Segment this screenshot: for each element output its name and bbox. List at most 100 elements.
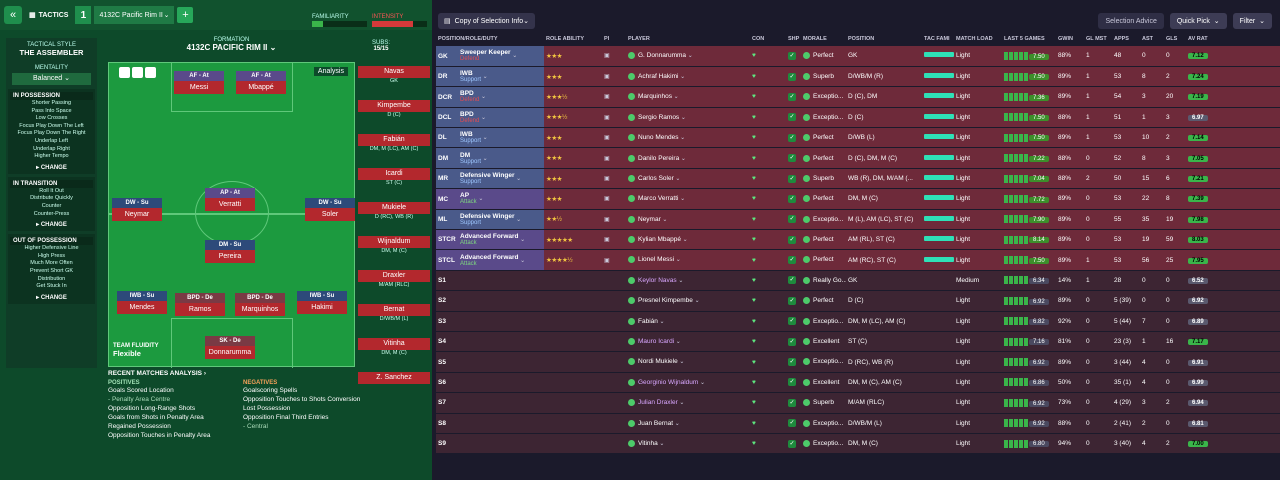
position-role-cell[interactable]: S7 (436, 392, 544, 414)
chevron-down-icon[interactable]: ⌄ (518, 237, 526, 244)
position-role-cell[interactable]: DR IWB Support ⌄ (436, 66, 544, 88)
player-name[interactable]: Georginio Wijnaldum (638, 379, 699, 387)
player-slot[interactable]: AP - At Verratti (205, 188, 255, 211)
player-name[interactable]: Juan Bernat (638, 419, 674, 427)
position-role-cell[interactable]: S2 (436, 290, 544, 312)
column-header[interactable]: SHP (786, 32, 801, 46)
player-slot[interactable]: AF - At Messi (174, 71, 224, 94)
column-header[interactable]: GWIN (1056, 32, 1084, 46)
column-header[interactable]: POSITION/ROLE/DUTY (436, 32, 544, 46)
player-name[interactable]: Achraf Hakimi (638, 73, 679, 81)
player-cell[interactable]: Danilo Pereira ⌄ (626, 147, 750, 169)
analysis-button[interactable]: Analysis (313, 67, 348, 76)
chevron-down-icon[interactable]: ⌄ (481, 135, 488, 142)
table-row[interactable]: S8 Juan Bernat ⌄ ♥ ✓ Exceptio... D/WB/M (L) Li… (436, 413, 1280, 434)
pi-cell[interactable] (602, 290, 626, 312)
pi-cell[interactable]: ▣ (602, 209, 626, 231)
column-header[interactable]: APPS (1112, 32, 1140, 46)
player-cell[interactable]: Julian Draxler ⌄ (626, 392, 750, 414)
chevron-down-icon[interactable]: ⌄ (514, 176, 522, 183)
table-row[interactable]: S9 Vitinha ⌄ ♥ ✓ Exceptio... DM, M (C) Light 6.… (436, 433, 1280, 455)
pi-cell[interactable] (602, 311, 626, 332)
chevron-down-icon[interactable]: ⌄ (657, 441, 665, 448)
table-row[interactable]: MC AP Attack ⌄ ★★★ ▣ Marco Verratti ⌄ ♥ ✓ Perfec… (436, 188, 1280, 210)
player-name[interactable]: Vitinha (638, 440, 658, 448)
player-cell[interactable]: Georginio Wijnaldum ⌄ (626, 372, 750, 394)
pi-icon[interactable]: ▣ (604, 114, 610, 121)
player-cell[interactable]: Carlos Soler ⌄ (626, 168, 750, 190)
table-row[interactable]: STCL Advanced Forward Attack ⌄ ★★★★½ ▣ Lionel… (436, 249, 1280, 271)
chevron-down-icon[interactable]: ⌄ (518, 257, 526, 264)
mentality-select[interactable]: Balanced ⌄ (12, 73, 91, 85)
pi-icon[interactable]: ▣ (604, 94, 610, 101)
bench-player[interactable]: Draxler M/AM (RLC) (358, 270, 430, 298)
chevron-down-icon[interactable]: ⌄ (479, 94, 487, 101)
player-slot[interactable]: SK - De Donnarumma (205, 336, 255, 359)
player-name[interactable]: Fabián (638, 317, 658, 325)
chevron-down-icon[interactable]: ⌄ (673, 176, 681, 183)
table-row[interactable]: S6 Georginio Wijnaldum ⌄ ♥ ✓ Excellent DM, M … (436, 372, 1280, 394)
player-name[interactable]: Marco Verratti (638, 195, 679, 203)
pi-cell[interactable] (602, 433, 626, 455)
formation-name[interactable]: 4132C PACIFIC RIM II ⌄ (186, 43, 277, 52)
quick-pick-button[interactable]: Quick Pick ⌄ (1169, 13, 1227, 29)
chevron-down-icon[interactable]: ⌄ (479, 115, 487, 122)
player-cell[interactable]: Neymar ⌄ (626, 209, 750, 231)
pi-cell[interactable]: ▣ (602, 147, 626, 169)
table-row[interactable]: S7 Julian Draxler ⌄ ♥ ✓ Superb M/AM (RLC) Ligh… (436, 392, 1280, 414)
pi-cell[interactable] (602, 331, 626, 353)
position-role-cell[interactable]: MR Defensive Winger Support ⌄ (436, 168, 544, 190)
pi-cell[interactable] (602, 351, 626, 373)
player-cell[interactable]: G. Donnarumma ⌄ (626, 46, 750, 67)
back-button[interactable]: « (4, 6, 22, 24)
player-name[interactable]: Julian Draxler (638, 399, 678, 407)
chart-icon[interactable] (132, 67, 143, 78)
column-header[interactable]: PI (602, 32, 626, 46)
player-cell[interactable]: Achraf Hakimi ⌄ (626, 66, 750, 88)
player-cell[interactable]: Sergio Ramos ⌄ (626, 107, 750, 129)
pi-cell[interactable]: ▣ (602, 46, 626, 67)
chevron-down-icon[interactable]: ⌄ (678, 74, 686, 81)
table-row[interactable]: S2 Presnel Kimpembe ⌄ ♥ ✓ Perfect D (C) Light 6… (436, 290, 1280, 312)
chevron-down-icon[interactable]: ⌄ (677, 359, 685, 366)
table-row[interactable]: DCL BPD Defend ⌄ ★★★½ ▣ Sergio Ramos ⌄ ♥ ✓ Excep… (436, 107, 1280, 129)
pi-cell[interactable]: ▣ (602, 127, 626, 149)
pi-icon[interactable]: ▣ (604, 135, 610, 142)
chevron-down-icon[interactable]: ⌄ (677, 400, 685, 407)
chevron-down-icon[interactable]: ⌄ (678, 135, 686, 142)
pi-icon[interactable]: ▣ (604, 237, 610, 244)
player-cell[interactable]: Juan Bernat ⌄ (626, 413, 750, 434)
tactics-menu[interactable]: ▦ TACTICS (25, 6, 72, 24)
column-header[interactable]: AV RAT (1186, 32, 1280, 46)
chevron-down-icon[interactable]: ⌄ (681, 237, 688, 244)
table-row[interactable]: DL IWB Support ⌄ ★★★ ▣ Nuno Mendes ⌄ ♥ ✓ Perfect… (436, 127, 1280, 149)
table-row[interactable]: S1 Keylor Navas ⌄ ♥ ✓ Really Go... GK Medium 6.… (436, 270, 1280, 292)
pi-cell[interactable]: ▣ (602, 107, 626, 129)
bench-player[interactable]: Wijnaldum DM, M (C) (358, 236, 430, 264)
player-cell[interactable]: Presnel Kimpembe ⌄ (626, 290, 750, 312)
player-slot[interactable]: DW - Su Neymar (112, 198, 162, 221)
pi-cell[interactable]: ▣ (602, 229, 626, 251)
bench-player[interactable]: Mukiele D (RC), WB (R) (358, 202, 430, 230)
column-header[interactable]: LAST 5 GAMES (1002, 32, 1056, 46)
recent-title[interactable]: RECENT MATCHES ANALYSIS › (108, 370, 207, 377)
position-role-cell[interactable]: S8 (436, 413, 544, 434)
player-cell[interactable]: Keylor Navas ⌄ (626, 270, 750, 292)
position-role-cell[interactable]: DCL BPD Defend ⌄ (436, 107, 544, 129)
in-possession-change-button[interactable]: ▸ CHANGE (36, 164, 67, 171)
column-header[interactable]: GLS (1164, 32, 1186, 46)
chevron-down-icon[interactable]: ⌄ (673, 420, 680, 427)
chevron-down-icon[interactable]: ⌄ (514, 217, 522, 224)
bench-player[interactable]: Kimpembe D (C) (358, 100, 430, 128)
chevron-down-icon[interactable]: ⌄ (698, 380, 706, 387)
chevron-down-icon[interactable]: ⌄ (674, 339, 681, 346)
bench-player[interactable]: Navas GK (358, 66, 430, 94)
add-tactic-button[interactable]: + (177, 7, 194, 23)
player-slot[interactable]: IWB - Su Hakimi (297, 291, 347, 314)
chevron-down-icon[interactable]: ⌄ (510, 53, 518, 60)
player-name[interactable]: Sergio Ramos (638, 113, 680, 121)
table-row[interactable]: ML Defensive Winger Support ⌄ ★★½ ▣ Neymar ⌄ ♥… (436, 209, 1280, 231)
player-name[interactable]: Danilo Pereira (638, 154, 680, 162)
chevron-down-icon[interactable]: ⌄ (671, 94, 679, 101)
position-role-cell[interactable]: DCR BPD Defend ⌄ (436, 86, 544, 108)
